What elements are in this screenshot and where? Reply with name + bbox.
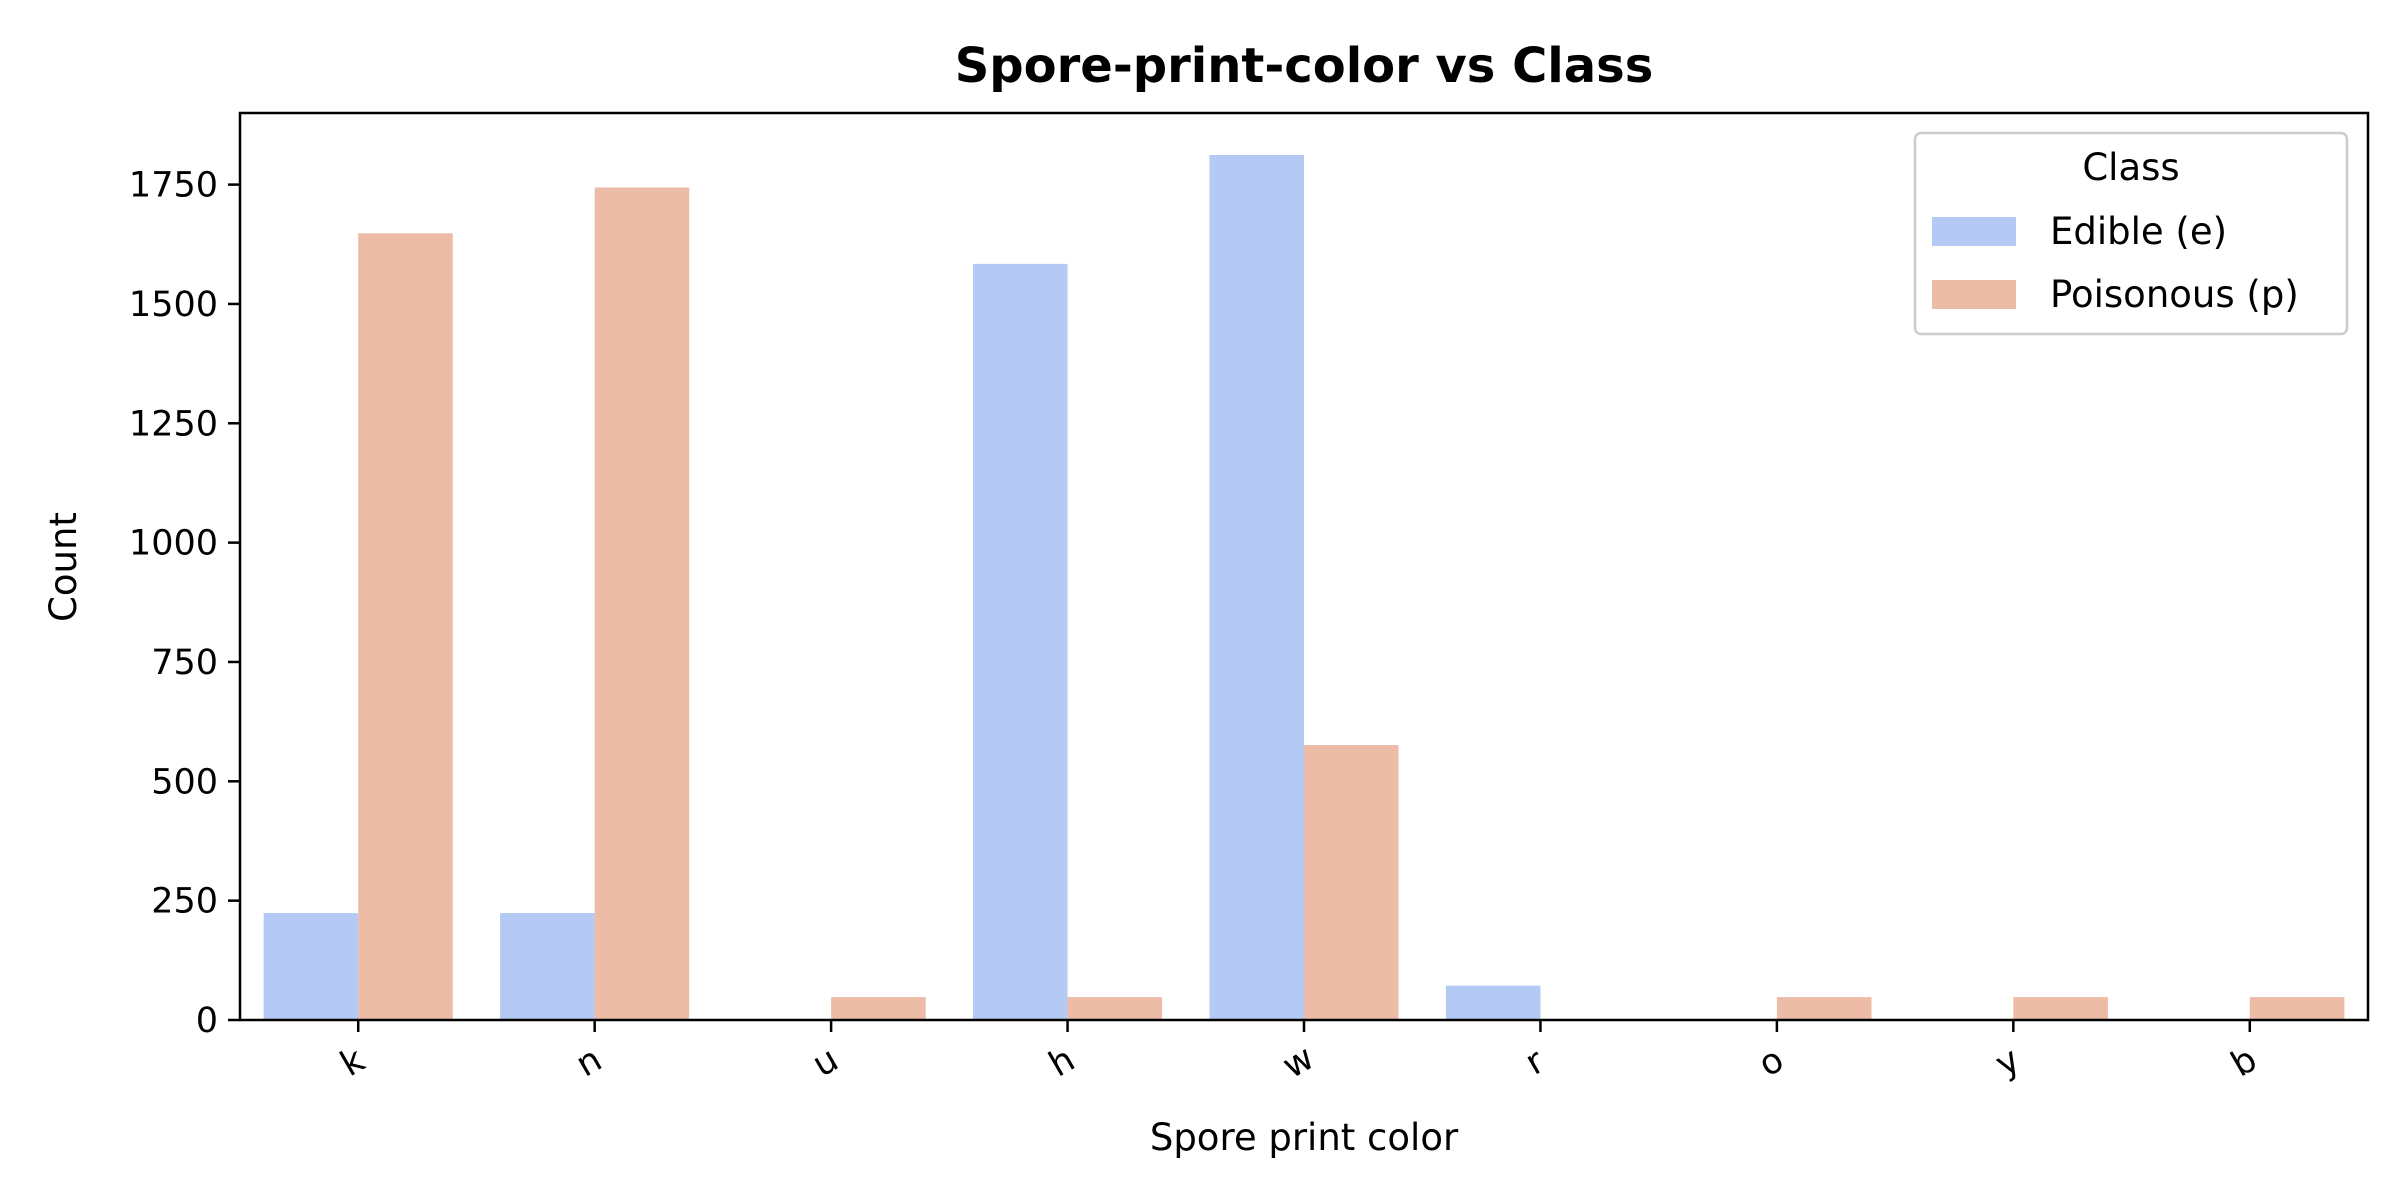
x-tick-label: o [1752, 1040, 1791, 1085]
legend-label-edible: Edible (e) [2050, 210, 2227, 253]
y-tick-label: 1750 [129, 166, 218, 206]
y-axis-label: Count [42, 512, 85, 622]
bar-edible-k [263, 913, 359, 1020]
legend-frame [1913, 131, 2349, 336]
bar-poisonous-k [358, 233, 453, 1020]
bar-edible-h [972, 263, 1068, 1021]
bars-group [263, 155, 2345, 1021]
legend-label-poisonous: Poisonous (p) [2050, 273, 2299, 316]
y-axis-ticks: 0 250 500 750 1000 1250 1500 1750 [129, 166, 240, 1041]
chart-title: Spore-print-color vs Class [955, 38, 1654, 94]
bar-edible-w [1209, 155, 1304, 1020]
legend-title: Class [2082, 146, 2179, 189]
legend-swatch-poisonous [1932, 280, 2016, 309]
y-tick-label: 500 [151, 762, 218, 802]
bar-poisonous-u [831, 997, 926, 1020]
legend-swatch-edible [1932, 217, 2016, 246]
legend: Class Edible (e) Poisonous (p) [1913, 131, 2349, 336]
plot-frame [238, 111, 2370, 1022]
x-tick-label: u [806, 1040, 845, 1086]
y-tick-label: 1500 [129, 285, 218, 325]
bar-poisonous-n [594, 187, 690, 1020]
x-tick-label: n [570, 1040, 609, 1086]
bar-poisonous-h [1067, 997, 1163, 1020]
x-tick-label: y [1989, 1040, 2027, 1085]
x-tick-label: b [2225, 1040, 2264, 1086]
x-tick-label: k [334, 1040, 372, 1085]
x-tick-label: r [1519, 1041, 1552, 1083]
x-tick-label: h [1042, 1040, 1081, 1086]
bar-poisonous-w [1304, 745, 1399, 1020]
y-tick-label: 0 [196, 1001, 218, 1041]
bar-edible-r [1445, 985, 1541, 1020]
y-tick-label: 1000 [129, 524, 218, 564]
x-axis-label: Spore print color [1150, 1116, 1459, 1159]
bar-poisonous-b [2249, 997, 2345, 1020]
bar-edible-n [500, 913, 595, 1020]
bar-poisonous-y [2013, 997, 2108, 1020]
bar-poisonous-o [1776, 997, 1872, 1020]
y-tick-label: 1250 [129, 404, 218, 444]
x-tick-label: w [1276, 1038, 1321, 1087]
y-tick-label: 250 [151, 882, 218, 922]
y-tick-label: 750 [151, 643, 218, 683]
